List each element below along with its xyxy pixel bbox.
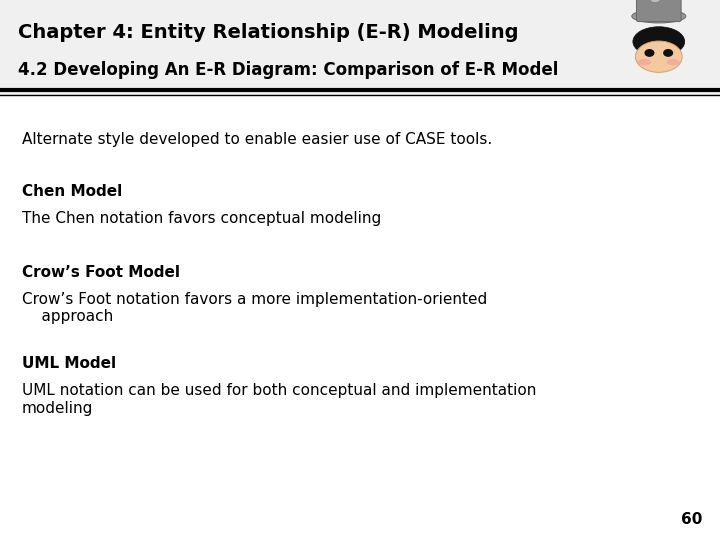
Text: The Chen notation favors conceptual modeling: The Chen notation favors conceptual mode… bbox=[22, 211, 381, 226]
Text: Crow’s Foot notation favors a more implementation-oriented
    approach: Crow’s Foot notation favors a more imple… bbox=[22, 292, 487, 324]
Ellipse shape bbox=[638, 59, 651, 65]
FancyBboxPatch shape bbox=[636, 0, 681, 22]
Text: Chen Model: Chen Model bbox=[22, 184, 122, 199]
Text: UML Model: UML Model bbox=[22, 356, 116, 372]
Ellipse shape bbox=[667, 59, 680, 65]
Ellipse shape bbox=[633, 26, 685, 57]
Ellipse shape bbox=[636, 41, 683, 72]
Circle shape bbox=[664, 50, 672, 56]
Text: 60: 60 bbox=[680, 511, 702, 526]
Ellipse shape bbox=[632, 10, 686, 23]
Circle shape bbox=[645, 50, 654, 56]
Text: Alternate style developed to enable easier use of CASE tools.: Alternate style developed to enable easi… bbox=[22, 132, 492, 147]
Text: UML notation can be used for both conceptual and implementation
modeling: UML notation can be used for both concep… bbox=[22, 383, 536, 416]
Circle shape bbox=[649, 0, 661, 3]
Text: Crow’s Foot Model: Crow’s Foot Model bbox=[22, 265, 179, 280]
Text: 4.2 Developing An E-R Diagram: Comparison of E-R Model: 4.2 Developing An E-R Diagram: Compariso… bbox=[18, 61, 559, 79]
Text: Chapter 4: Entity Relationship (E-R) Modeling: Chapter 4: Entity Relationship (E-R) Mod… bbox=[18, 23, 518, 42]
Bar bbox=[0, 0, 720, 94]
